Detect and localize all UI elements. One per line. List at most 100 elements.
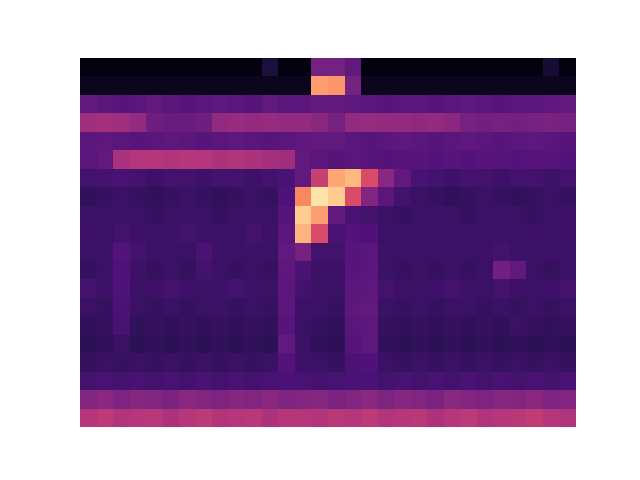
heatmap-cell <box>345 132 362 151</box>
heatmap-cell <box>130 58 147 77</box>
heatmap-cell <box>196 206 213 225</box>
heatmap-cell <box>278 390 295 409</box>
heatmap-cell <box>196 113 213 132</box>
heatmap-cell <box>543 76 560 95</box>
heatmap-cell <box>163 409 180 427</box>
heatmap-cell <box>460 224 477 243</box>
heatmap-cell <box>493 150 510 169</box>
heatmap-cell <box>146 243 163 262</box>
heatmap-cell <box>427 261 444 280</box>
heatmap-cell <box>477 58 494 77</box>
heatmap-cell <box>493 58 510 77</box>
heatmap-cell <box>411 169 428 188</box>
heatmap-cell <box>262 261 279 280</box>
heatmap-cell <box>278 76 295 95</box>
heatmap-cell <box>526 409 543 427</box>
heatmap-cell <box>345 390 362 409</box>
heatmap-cell <box>345 150 362 169</box>
heatmap-cell <box>526 132 543 151</box>
heatmap-cell <box>444 95 461 114</box>
heatmap-cell <box>559 113 576 132</box>
heatmap-cell <box>477 187 494 206</box>
heatmap-cell <box>295 390 312 409</box>
heatmap-cell <box>361 335 378 354</box>
heatmap-cell <box>311 206 328 225</box>
heatmap-cell <box>427 95 444 114</box>
heatmap-cell <box>311 261 328 280</box>
heatmap-cell <box>361 95 378 114</box>
heatmap-cell <box>262 95 279 114</box>
heatmap-cell <box>196 76 213 95</box>
heatmap-cell <box>80 243 97 262</box>
heatmap-cell <box>394 187 411 206</box>
heatmap-cell <box>345 372 362 391</box>
heatmap-cell <box>427 187 444 206</box>
heatmap-cell <box>262 372 279 391</box>
heatmap-cell <box>278 335 295 354</box>
heatmap-cell <box>444 224 461 243</box>
heatmap-cell <box>559 206 576 225</box>
heatmap-cell <box>97 150 114 169</box>
heatmap-cell <box>444 353 461 372</box>
heatmap-cell <box>229 169 246 188</box>
heatmap-cell <box>80 95 97 114</box>
heatmap-cell <box>262 335 279 354</box>
heatmap-cell <box>196 95 213 114</box>
heatmap-cell <box>80 132 97 151</box>
heatmap-cell <box>559 187 576 206</box>
heatmap-cell <box>345 298 362 317</box>
heatmap-cell <box>163 206 180 225</box>
heatmap-cell <box>543 279 560 298</box>
heatmap-cell <box>328 279 345 298</box>
heatmap-cell <box>196 58 213 77</box>
heatmap-cell <box>311 187 328 206</box>
heatmap-cell <box>196 169 213 188</box>
heatmap-cell <box>163 390 180 409</box>
heatmap-cell <box>130 316 147 335</box>
heatmap-cell <box>229 58 246 77</box>
heatmap-cell <box>113 243 130 262</box>
heatmap-cell <box>427 316 444 335</box>
heatmap-cell <box>543 132 560 151</box>
heatmap-cell <box>361 316 378 335</box>
heatmap-cell <box>477 243 494 262</box>
heatmap-cell <box>411 95 428 114</box>
heatmap-cell <box>427 132 444 151</box>
heatmap-cell <box>113 132 130 151</box>
heatmap-cell <box>245 372 262 391</box>
heatmap-cell <box>80 390 97 409</box>
heatmap-cell <box>444 58 461 77</box>
heatmap-cell <box>543 335 560 354</box>
heatmap-cell <box>196 298 213 317</box>
heatmap-cell <box>295 95 312 114</box>
heatmap-cell <box>526 335 543 354</box>
heatmap-cell <box>245 132 262 151</box>
heatmap-cell <box>146 279 163 298</box>
heatmap-cell <box>477 150 494 169</box>
heatmap-cell <box>146 409 163 427</box>
heatmap-cell <box>130 150 147 169</box>
heatmap-cell <box>130 132 147 151</box>
heatmap-cell <box>245 409 262 427</box>
heatmap-cell <box>510 353 527 372</box>
heatmap-cell <box>493 298 510 317</box>
heatmap-cell <box>245 390 262 409</box>
heatmap-cell <box>559 132 576 151</box>
heatmap-cell <box>130 206 147 225</box>
heatmap-cell <box>444 372 461 391</box>
heatmap-cell <box>163 76 180 95</box>
heatmap-cell <box>394 95 411 114</box>
heatmap-cell <box>245 206 262 225</box>
heatmap-cell <box>477 316 494 335</box>
heatmap-cell <box>196 224 213 243</box>
heatmap-cell <box>97 206 114 225</box>
heatmap-cell <box>361 298 378 317</box>
heatmap-cell <box>427 409 444 427</box>
heatmap-cell <box>146 169 163 188</box>
heatmap-cell <box>196 353 213 372</box>
heatmap-cell <box>130 243 147 262</box>
heatmap-cell <box>427 150 444 169</box>
heatmap-cell <box>212 390 229 409</box>
heatmap-cell <box>394 113 411 132</box>
heatmap-cell <box>80 58 97 77</box>
